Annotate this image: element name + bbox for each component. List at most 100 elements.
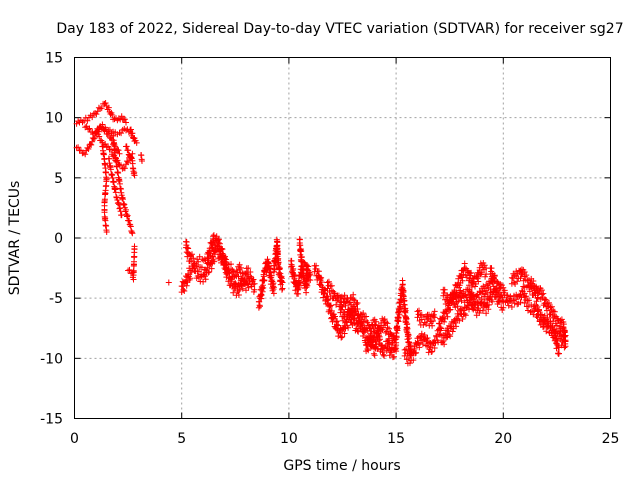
data-point [534, 294, 541, 301]
data-point [501, 287, 508, 294]
data-point [482, 273, 489, 280]
data-point [523, 293, 530, 300]
data-point [393, 330, 400, 337]
data-point [85, 126, 92, 133]
data-point [396, 306, 402, 313]
data-point [128, 126, 134, 133]
data-point [453, 315, 460, 322]
data-point [350, 312, 357, 319]
data-point [124, 212, 131, 219]
data-point [541, 323, 547, 330]
data-point [412, 339, 419, 346]
data-point [121, 165, 128, 172]
data-point [451, 316, 458, 323]
x-axis-title: GPS time / hours [283, 458, 400, 474]
chart-title: Day 183 of 2022, Sidereal Day-to-day VTE… [56, 21, 623, 37]
data-point [474, 299, 481, 306]
data-point [118, 212, 125, 219]
data-point [414, 308, 421, 315]
data-point [485, 295, 492, 302]
data-point [345, 316, 352, 323]
data-point [458, 297, 465, 304]
data-point [543, 297, 550, 304]
data-point [235, 273, 242, 280]
data-point [444, 327, 451, 334]
data-point [206, 249, 212, 256]
data-point [260, 277, 267, 284]
data-point [211, 242, 218, 249]
data-point [486, 296, 493, 303]
data-point [363, 313, 370, 320]
data-point [295, 277, 302, 284]
data-point [317, 275, 324, 282]
data-point [201, 255, 208, 262]
data-point [230, 268, 237, 275]
y-tick-label: -10 [40, 351, 63, 367]
data-point [410, 357, 417, 364]
data-point [351, 315, 358, 322]
data-point [118, 130, 125, 137]
data-points [73, 100, 569, 367]
data-point [75, 144, 82, 151]
data-point [125, 267, 132, 274]
data-point [121, 116, 128, 123]
data-point [363, 334, 370, 341]
data-point [354, 300, 361, 306]
data-point [424, 316, 431, 323]
data-point [341, 292, 348, 299]
data-point [334, 318, 341, 325]
data-point [517, 275, 524, 282]
data-point [369, 338, 376, 345]
data-point [548, 303, 555, 310]
data-point [210, 232, 217, 239]
data-point [278, 275, 285, 282]
data-point [341, 330, 348, 337]
data-point [355, 320, 362, 327]
data-point [391, 353, 397, 360]
data-point [236, 261, 243, 268]
data-point [245, 265, 252, 272]
data-point [202, 266, 209, 273]
data-point [538, 311, 545, 318]
data-point [500, 304, 507, 311]
data-point [421, 332, 428, 338]
data-point [235, 292, 242, 298]
data-point [330, 288, 337, 295]
data-point [505, 302, 512, 309]
data-point [245, 284, 252, 291]
data-point [222, 259, 229, 266]
grid-lines [74, 57, 611, 419]
data-point [375, 332, 382, 339]
data-point [416, 344, 423, 351]
data-point [239, 285, 246, 292]
data-point [441, 332, 448, 339]
data-point [454, 310, 461, 317]
data-point [354, 321, 361, 328]
data-point [431, 337, 438, 344]
data-point [345, 299, 352, 306]
data-point [203, 267, 210, 274]
data-point [304, 282, 311, 289]
data-point [126, 266, 133, 273]
data-point [102, 100, 109, 106]
data-point [189, 251, 195, 258]
data-point [102, 124, 109, 131]
data-point [521, 269, 528, 275]
data-point [508, 304, 515, 310]
data-point [181, 279, 188, 285]
data-point [337, 325, 344, 332]
data-point [488, 289, 495, 296]
data-point [454, 293, 461, 299]
data-point [446, 322, 452, 329]
data-point [82, 151, 89, 158]
data-point [383, 319, 390, 326]
data-point [440, 338, 447, 345]
data-point [483, 310, 490, 317]
data-point [518, 287, 525, 294]
data-point [216, 236, 222, 243]
data-point [514, 270, 521, 277]
data-point [450, 290, 457, 297]
data-point [447, 333, 454, 340]
data-point [116, 205, 123, 212]
data-point [466, 282, 472, 289]
